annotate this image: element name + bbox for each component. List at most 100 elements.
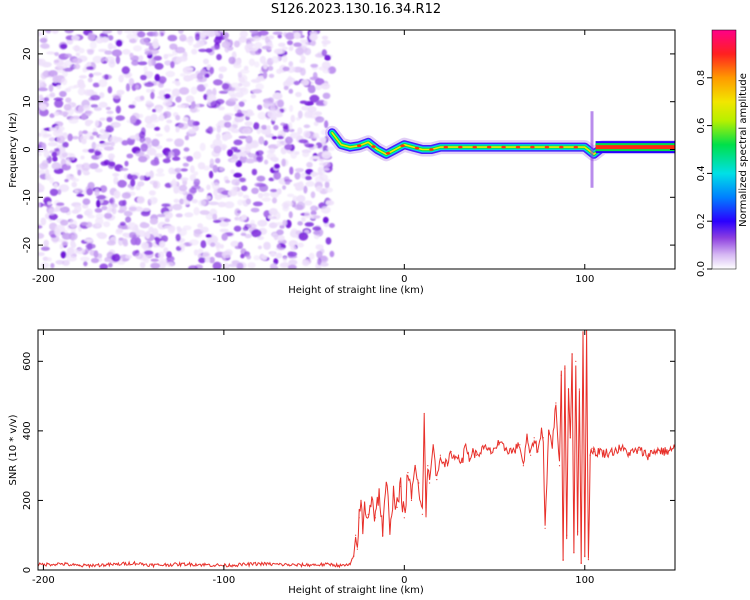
noise-cell	[288, 46, 294, 51]
snr-point	[595, 454, 597, 456]
snr-point	[378, 489, 380, 491]
noise-cell	[187, 39, 193, 46]
noise-cell	[212, 213, 218, 221]
noise-cell	[128, 78, 135, 86]
snr-y-axis: 0 200 400 600	[22, 352, 675, 573]
noise-cell	[263, 140, 268, 146]
noise-cell	[146, 71, 154, 77]
noise-cell	[94, 168, 103, 173]
noise-cell	[240, 253, 245, 259]
noise-cell	[83, 261, 88, 267]
noise-cell	[162, 158, 171, 164]
snr-point	[575, 360, 577, 362]
noise-cell	[38, 225, 43, 229]
noise-cell	[233, 40, 240, 48]
noise-cell	[172, 203, 183, 211]
noise-cell	[139, 222, 150, 229]
noise-cell	[212, 164, 218, 173]
snr-point	[620, 447, 622, 449]
noise-cell	[294, 151, 300, 155]
noise-cell	[138, 113, 144, 119]
noise-cell	[248, 58, 255, 67]
noise-cell	[69, 176, 76, 181]
noise-cell	[159, 240, 166, 248]
noise-cell	[149, 196, 158, 205]
colorbar-axis: 0.0 0.2 0.4 0.6 0.8	[696, 70, 712, 277]
snr-point	[656, 449, 658, 451]
colorbar-gradient	[711, 29, 737, 270]
noise-cell	[326, 146, 335, 151]
noise-cell	[107, 42, 114, 50]
noise-cell	[306, 161, 313, 168]
noise-cell	[86, 188, 93, 196]
noise-cell	[71, 35, 80, 41]
noise-cell	[43, 239, 49, 247]
noise-cell	[209, 66, 214, 75]
noise-cell	[99, 92, 105, 99]
noise-cell	[191, 100, 196, 108]
noise-cell	[124, 160, 129, 167]
noise-cell	[250, 93, 257, 99]
noise-cell	[199, 142, 206, 152]
snr-point	[443, 461, 445, 463]
noise-cell	[139, 37, 149, 45]
noise-cell	[193, 207, 200, 216]
noise-cell	[39, 103, 47, 111]
noise-cell	[302, 259, 310, 267]
noise-cell	[230, 240, 240, 248]
noise-cell	[301, 40, 309, 48]
noise-cell	[219, 244, 224, 249]
noise-cell	[59, 243, 64, 250]
noise-cell	[276, 243, 281, 249]
snr-point	[566, 534, 568, 536]
noise-cells	[38, 30, 337, 269]
noise-cell	[279, 262, 290, 269]
noise-cell	[52, 75, 59, 84]
noise-cell	[247, 43, 256, 48]
noise-cell	[54, 230, 62, 237]
noise-cell	[320, 255, 328, 262]
signal-hotspot	[515, 145, 521, 149]
snr-point	[530, 454, 532, 456]
noise-cell	[90, 257, 100, 264]
noise-cell	[293, 183, 299, 187]
noise-cell	[87, 148, 96, 153]
noise-cell	[90, 104, 99, 108]
noise-cell	[166, 261, 175, 267]
noise-cell	[184, 135, 189, 141]
snr-point	[396, 506, 398, 508]
signal-hotspot	[486, 145, 492, 149]
noise-cell	[198, 199, 207, 207]
noise-cell	[103, 146, 114, 151]
snr-point	[504, 447, 506, 449]
snr-point	[573, 552, 575, 554]
noise-cell	[184, 212, 194, 218]
noise-cell	[44, 97, 50, 102]
noise-cell	[129, 174, 138, 180]
noise-cell	[125, 216, 132, 223]
snr-point	[548, 430, 550, 432]
noise-cell	[289, 166, 294, 175]
noise-cell	[69, 219, 78, 228]
noise-cell	[228, 263, 238, 268]
noise-cell	[322, 92, 331, 100]
noise-cell	[222, 135, 229, 142]
noise-cell	[230, 94, 237, 99]
noise-cell	[175, 213, 183, 218]
noise-cell	[293, 80, 300, 86]
noise-cell	[148, 226, 154, 233]
noise-cell	[124, 74, 132, 79]
noise-cell	[99, 185, 108, 193]
snr-point	[571, 353, 573, 355]
noise-cell	[206, 94, 217, 103]
noise-cell	[130, 178, 136, 187]
noise-cell	[179, 87, 190, 95]
noise-cell	[94, 119, 100, 127]
noise-cell	[54, 148, 60, 152]
spectrogram-y-axis: -20 -10 0 10 20	[22, 48, 675, 253]
noise-cell	[155, 173, 166, 177]
noise-cell	[38, 202, 41, 208]
snr-point	[358, 517, 360, 519]
signal-hotspot	[429, 148, 434, 151]
noise-cell	[287, 251, 298, 257]
